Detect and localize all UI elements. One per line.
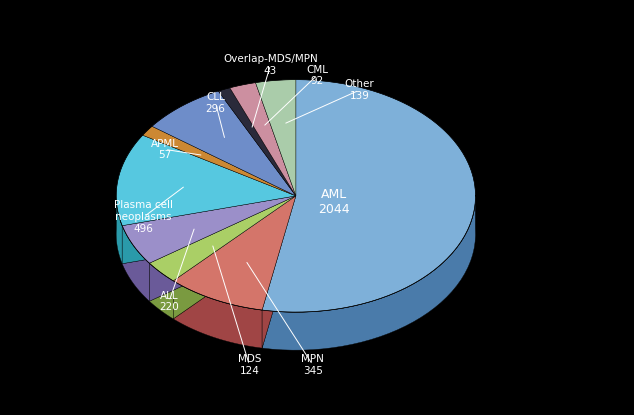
Text: AML
2044: AML 2044: [318, 188, 350, 216]
Polygon shape: [122, 226, 150, 301]
Polygon shape: [143, 126, 296, 196]
Polygon shape: [173, 196, 296, 310]
Polygon shape: [150, 196, 296, 281]
Polygon shape: [150, 263, 173, 319]
Polygon shape: [256, 80, 296, 196]
Polygon shape: [262, 80, 476, 312]
Text: MPN
345: MPN 345: [301, 354, 324, 376]
Polygon shape: [256, 80, 296, 196]
Polygon shape: [122, 196, 296, 263]
Text: Other
139: Other 139: [344, 79, 374, 101]
Polygon shape: [150, 196, 296, 301]
Text: CML
92: CML 92: [306, 65, 328, 86]
Polygon shape: [173, 281, 262, 348]
Polygon shape: [122, 196, 296, 264]
Polygon shape: [150, 196, 296, 301]
Polygon shape: [122, 196, 296, 263]
Polygon shape: [116, 135, 296, 226]
Polygon shape: [116, 191, 122, 264]
Text: ALL
220: ALL 220: [159, 291, 179, 312]
Polygon shape: [122, 196, 296, 264]
Polygon shape: [218, 88, 296, 196]
Polygon shape: [262, 196, 296, 348]
Polygon shape: [230, 83, 296, 196]
Polygon shape: [262, 80, 476, 312]
Polygon shape: [262, 196, 296, 348]
Ellipse shape: [116, 118, 475, 350]
Polygon shape: [152, 91, 296, 196]
Polygon shape: [230, 83, 296, 196]
Polygon shape: [173, 196, 296, 310]
Text: Overlap-MDS/MPN
43: Overlap-MDS/MPN 43: [223, 54, 318, 76]
Text: CLL
296: CLL 296: [205, 92, 226, 114]
Text: Plasma cell
neoplasms
496: Plasma cell neoplasms 496: [114, 200, 173, 234]
Polygon shape: [116, 135, 296, 226]
Polygon shape: [173, 196, 296, 319]
Polygon shape: [150, 196, 296, 281]
Text: APML
57: APML 57: [151, 139, 179, 160]
Polygon shape: [262, 190, 476, 350]
Polygon shape: [173, 196, 296, 319]
Text: MDS
124: MDS 124: [238, 354, 261, 376]
Polygon shape: [143, 126, 296, 196]
Polygon shape: [152, 91, 296, 196]
Polygon shape: [218, 88, 296, 196]
